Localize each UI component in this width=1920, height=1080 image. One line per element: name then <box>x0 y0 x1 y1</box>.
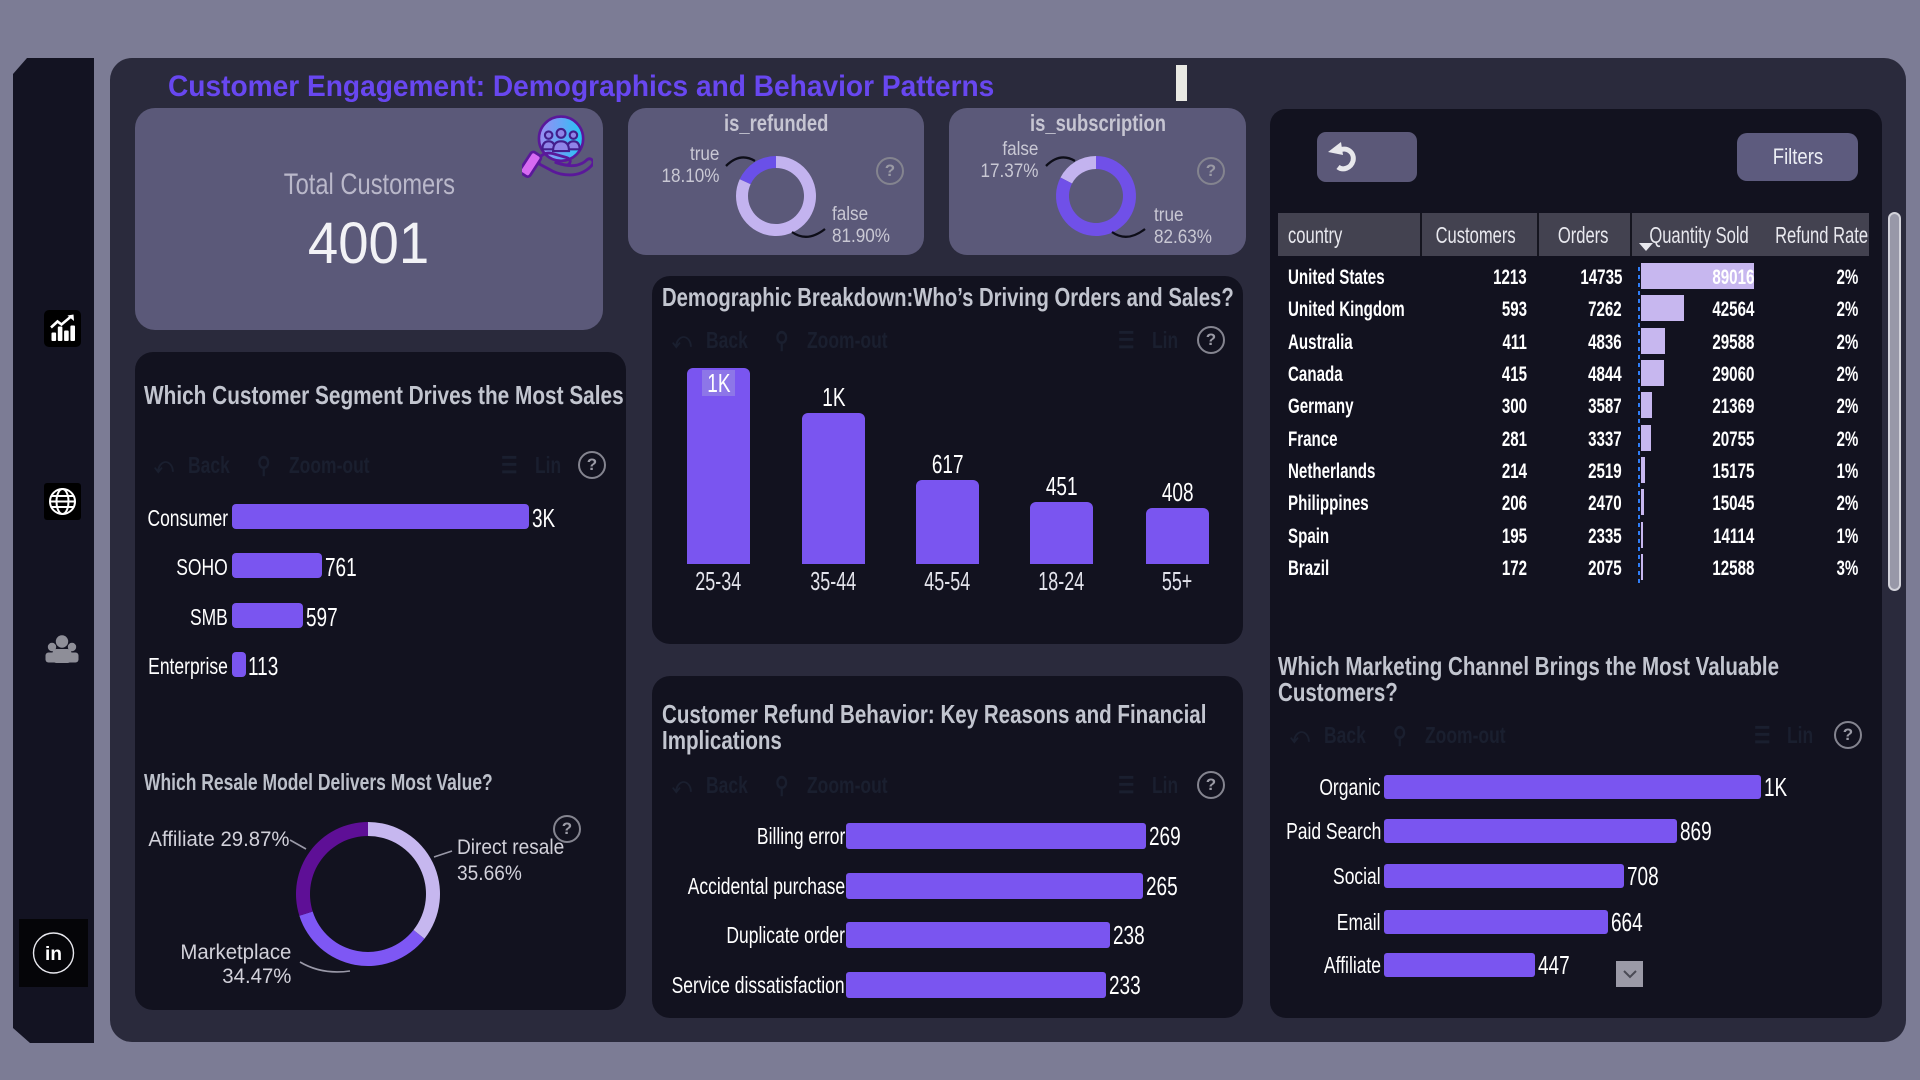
svg-text:in: in <box>45 944 62 965</box>
